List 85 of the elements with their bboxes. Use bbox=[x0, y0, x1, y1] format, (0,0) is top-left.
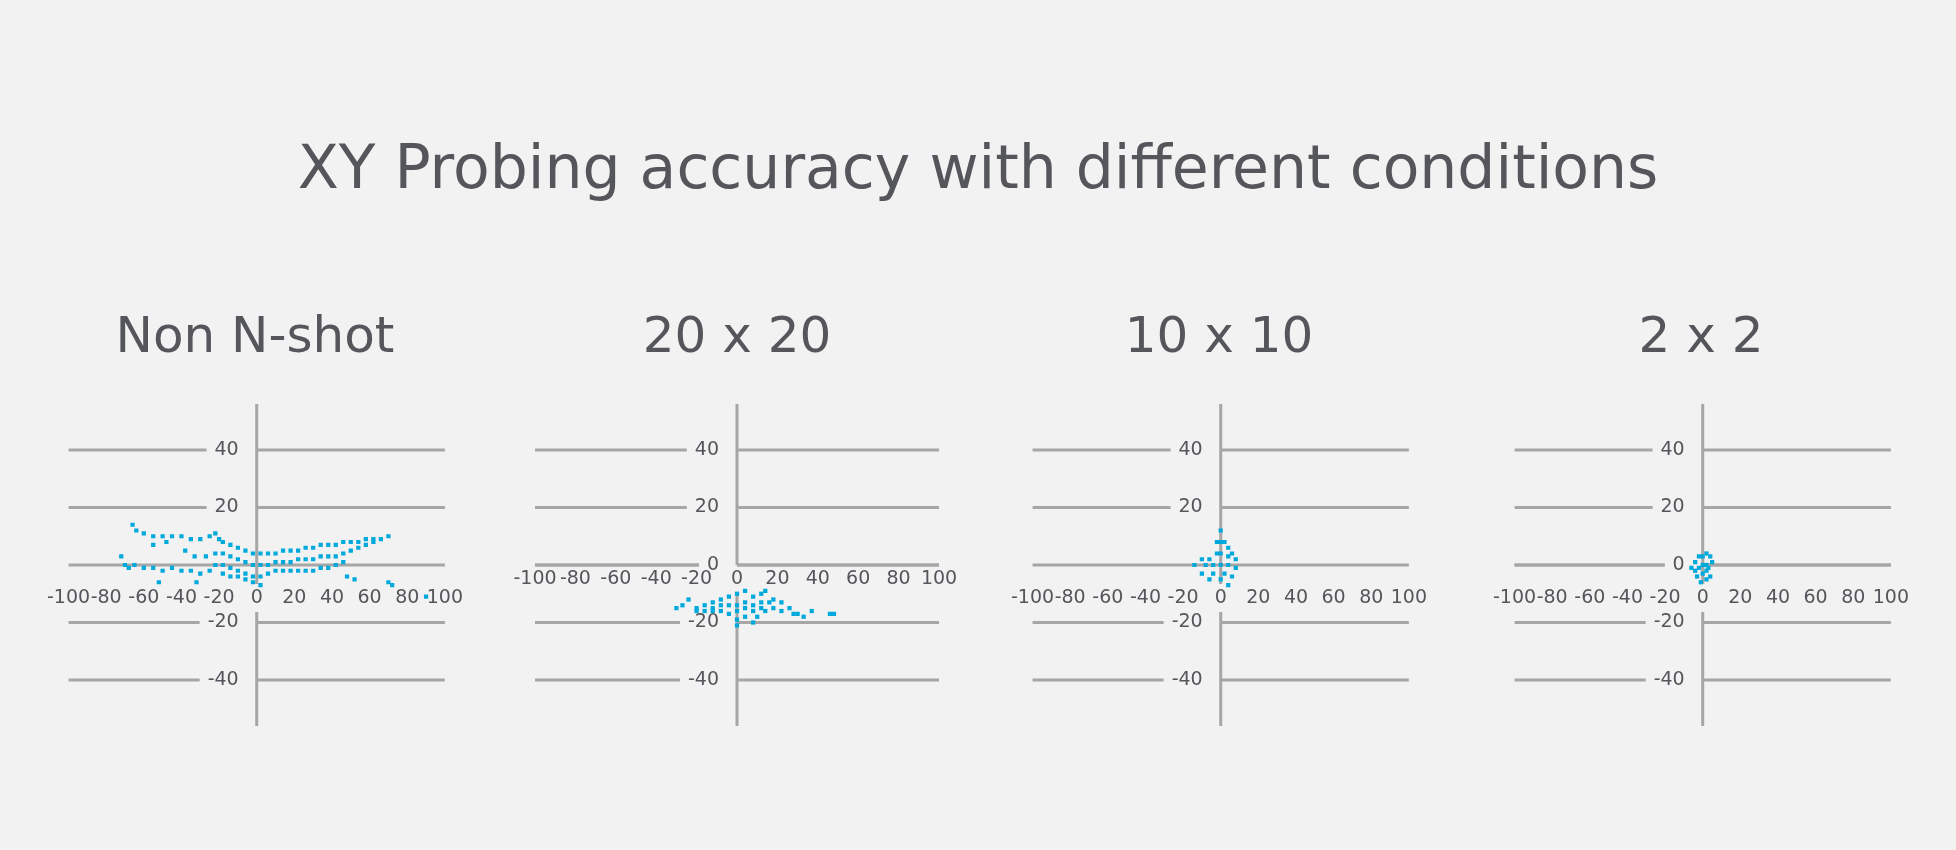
x-tick-label: -80 bbox=[1054, 585, 1086, 608]
point bbox=[1214, 551, 1220, 556]
point bbox=[718, 597, 723, 602]
x-tick-label: -100 bbox=[1493, 585, 1537, 608]
x-tick-label: 80 bbox=[1841, 585, 1866, 608]
x-tick-label: 60 bbox=[1803, 585, 1828, 608]
y-tick-label: -20 bbox=[1171, 609, 1203, 632]
x-tick-label: 0 bbox=[250, 585, 263, 608]
point bbox=[680, 603, 685, 608]
x-tick-label: 80 bbox=[886, 566, 911, 589]
point bbox=[791, 611, 796, 616]
x-tick-label: -60 bbox=[1574, 585, 1606, 608]
point bbox=[771, 597, 776, 602]
point bbox=[751, 620, 756, 625]
x-tick-label: -100 bbox=[513, 566, 557, 589]
y-tick-label: 20 bbox=[694, 494, 719, 517]
x-tick-label: 0 bbox=[1696, 585, 1709, 608]
x-tick-label: -40 bbox=[640, 566, 672, 589]
point bbox=[1207, 577, 1212, 582]
point bbox=[1218, 551, 1223, 556]
y-tick-label: 40 bbox=[214, 436, 239, 459]
point bbox=[1229, 551, 1235, 556]
x-tick-label: 100 bbox=[1872, 585, 1909, 608]
text: XY Probing accuracy with different conditions bbox=[296, 131, 1660, 204]
y-tick-label: 20 bbox=[1178, 494, 1203, 517]
x-tick-label: 60 bbox=[357, 585, 382, 608]
point bbox=[1229, 574, 1235, 579]
y-tick-label: 40 bbox=[1660, 436, 1685, 459]
x-tick-label: 20 bbox=[282, 585, 307, 608]
y-tick-label: 20 bbox=[1660, 494, 1685, 517]
x-tick-label: -40 bbox=[1129, 585, 1161, 608]
point bbox=[1694, 574, 1700, 579]
y-tick-label: 40 bbox=[694, 436, 719, 459]
x-tick-label: -60 bbox=[128, 585, 160, 608]
x-tick-label: 40 bbox=[1765, 585, 1791, 608]
x-tick-label: 100 bbox=[1390, 585, 1427, 608]
y-tick-label: 20 bbox=[214, 494, 239, 517]
y-tick-label: 40 bbox=[1178, 436, 1203, 459]
x-tick-label: -40 bbox=[1611, 585, 1643, 608]
y-tick-label: 0 bbox=[1672, 551, 1685, 574]
x-tick-label: 40 bbox=[1283, 585, 1309, 608]
y-tick-label: -40 bbox=[207, 666, 239, 689]
x-tick-label: 20 bbox=[1728, 585, 1753, 608]
point bbox=[686, 597, 691, 602]
x-tick-label: 40 bbox=[805, 566, 830, 589]
point bbox=[779, 608, 784, 614]
x-tick-label: 100 bbox=[920, 566, 958, 589]
point bbox=[1708, 574, 1713, 579]
x-tick-label: -60 bbox=[600, 566, 632, 589]
y-tick-label: -20 bbox=[207, 609, 239, 632]
point bbox=[1704, 551, 1709, 556]
x-tick-label: 80 bbox=[1359, 585, 1384, 608]
point bbox=[1689, 565, 1694, 570]
x-tick-label: -100 bbox=[1011, 585, 1055, 608]
x-tick-label: -40 bbox=[165, 585, 197, 608]
x-tick-label: -80 bbox=[559, 566, 591, 589]
y-tick-label: -40 bbox=[1653, 666, 1685, 689]
point bbox=[1218, 528, 1223, 533]
x-tick-label: 20 bbox=[1246, 585, 1271, 608]
y-tick-label: -40 bbox=[687, 666, 719, 689]
x-tick-label: 60 bbox=[1321, 585, 1346, 608]
y-tick-label: -40 bbox=[1171, 666, 1203, 689]
x-tick-label: 60 bbox=[846, 566, 871, 589]
x-tick-label: 80 bbox=[395, 585, 420, 608]
x-tick-label: -100 bbox=[47, 585, 91, 608]
x-tick-label: 0 bbox=[1214, 585, 1227, 608]
y-tick-label: -20 bbox=[687, 609, 719, 632]
x-tick-label: -80 bbox=[1536, 585, 1568, 608]
x-tick-label: 0 bbox=[730, 566, 744, 589]
point bbox=[674, 606, 679, 611]
point bbox=[787, 606, 792, 611]
x-tick-label: 40 bbox=[319, 585, 345, 608]
x-tick-label: -60 bbox=[1092, 585, 1124, 608]
y-tick-label: -20 bbox=[1653, 609, 1685, 632]
point bbox=[1207, 557, 1212, 562]
point bbox=[1704, 577, 1709, 582]
x-tick-label: 100 bbox=[426, 585, 463, 608]
point bbox=[779, 600, 784, 605]
chart-title: 20 x 20 bbox=[641, 305, 833, 366]
chart-title: 2 x 2 bbox=[1637, 305, 1765, 366]
point bbox=[1222, 571, 1227, 576]
chart-title: 10 x 10 bbox=[1123, 305, 1315, 366]
x-tick-label: -80 bbox=[90, 585, 122, 608]
x-tick-label: 20 bbox=[765, 566, 790, 589]
chart-title: Non N-shot bbox=[114, 305, 396, 366]
